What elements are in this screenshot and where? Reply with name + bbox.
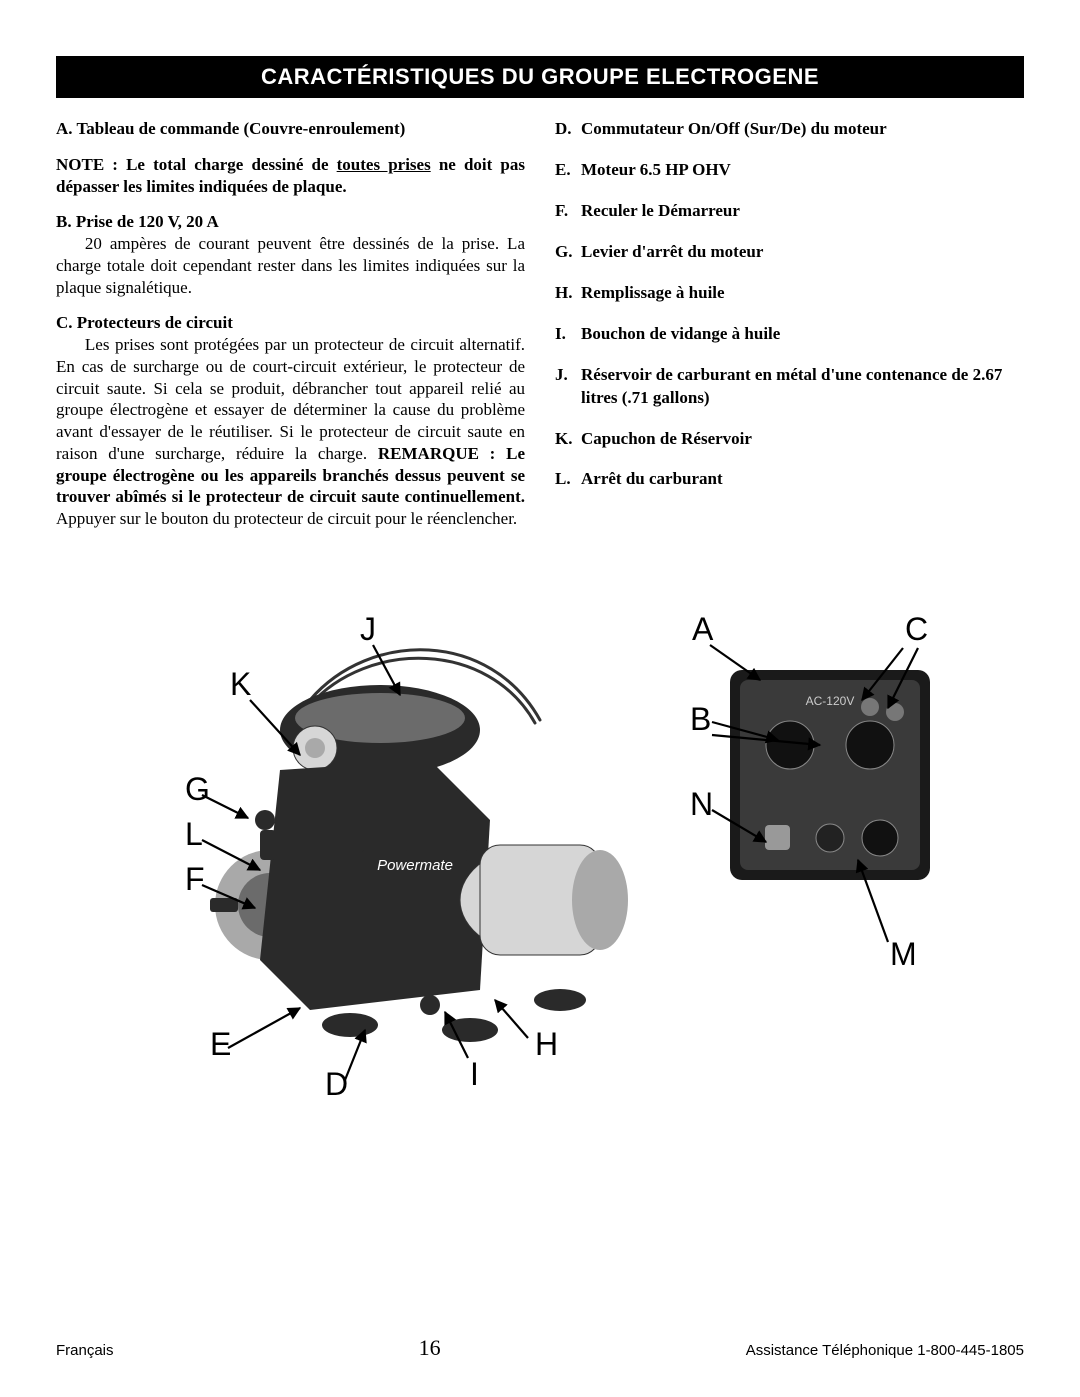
list-item: F.Reculer le Démarreur	[555, 200, 1024, 223]
list-item: E.Moteur 6.5 HP OHV	[555, 159, 1024, 182]
footer-page-number: 16	[419, 1335, 441, 1361]
generator-body: Powermate	[210, 650, 628, 1042]
list-item: G.Levier d'arrêt du moteur	[555, 241, 1024, 264]
page-footer: Français 16 Assistance Téléphonique 1-80…	[56, 1335, 1024, 1361]
callout-label-H: H	[535, 1026, 558, 1062]
callout-label-A: A	[692, 611, 714, 647]
callout-label-N: N	[690, 786, 713, 822]
callout-label-I: I	[470, 1056, 479, 1092]
callout-label-C: C	[905, 611, 928, 647]
brand-label: Powermate	[377, 857, 453, 874]
callout-label-M: M	[890, 936, 917, 972]
callout-label-K: K	[230, 666, 251, 702]
right-column: D.Commutateur On/Off (Sur/De) du moteur …	[555, 118, 1024, 544]
list-item: K.Capuchon de Réservoir	[555, 428, 1024, 451]
section-header: CARACTÉRISTIQUES DU GROUPE ELECTROGENE	[56, 56, 1024, 98]
note-underlined: toutes prises	[337, 155, 431, 174]
callout-label-J: J	[360, 611, 376, 647]
footer-support: Assistance Téléphonique 1-800-445-1805	[746, 1342, 1024, 1359]
callout-label-B: B	[690, 701, 711, 737]
list-item: D.Commutateur On/Off (Sur/De) du moteur	[555, 118, 1024, 141]
item-c-label: C. Protecteurs de circuit	[56, 313, 233, 332]
callout-label-F: F	[185, 861, 205, 897]
callout-label-L: L	[185, 816, 203, 852]
note-prefix: NOTE : Le total charge dessiné de	[56, 155, 337, 174]
callout-label-D: D	[325, 1066, 348, 1102]
item-c-body-2: Appuyer sur le bouton du protecteur de c…	[56, 509, 517, 528]
list-item: L.Arrêt du carburant	[555, 468, 1024, 491]
generator-figure: Powermate AC-120V	[90, 600, 990, 1120]
panel-label: AC-120V	[806, 694, 855, 708]
callout-label-E: E	[210, 1026, 231, 1062]
list-item: H.Remplissage à huile	[555, 282, 1024, 305]
figure-svg: Powermate AC-120V	[90, 600, 990, 1120]
item-a-label: A. Tableau de commande (Couvre-enrouleme…	[56, 119, 405, 138]
item-b-body: 20 ampères de courant peuvent être dessi…	[56, 233, 525, 298]
two-column-body: A. Tableau de commande (Couvre-enrouleme…	[56, 118, 1024, 544]
control-panel: AC-120V	[730, 670, 930, 880]
item-b-label: B. Prise de 120 V, 20 A	[56, 212, 219, 231]
item-c-body: Les prises sont protégées par un protect…	[56, 334, 525, 530]
list-item: J.Réservoir de carburant en métal d'une …	[555, 364, 1024, 410]
footer-language: Français	[56, 1342, 114, 1359]
left-column: A. Tableau de commande (Couvre-enrouleme…	[56, 118, 525, 544]
list-item: I.Bouchon de vidange à huile	[555, 323, 1024, 346]
callout-label-G: G	[185, 771, 210, 807]
